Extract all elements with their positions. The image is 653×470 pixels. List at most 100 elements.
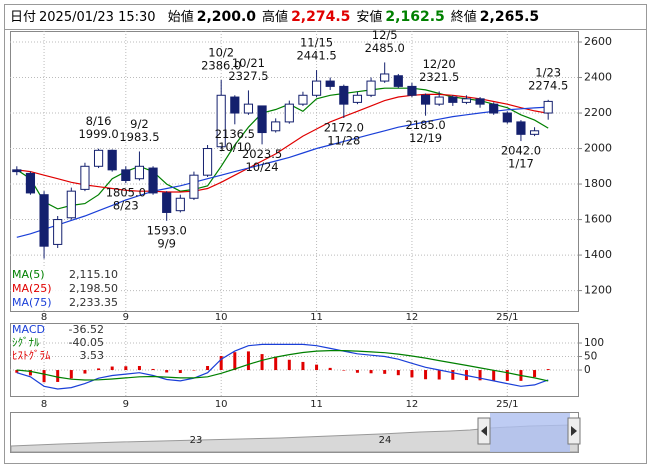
candle-body <box>352 94 363 103</box>
histogram-bar <box>315 364 319 371</box>
candle-body <box>121 169 131 181</box>
legend-value: 2,198.50 <box>69 282 118 295</box>
candle-body <box>271 121 281 132</box>
candle-body <box>202 148 213 176</box>
candle-body <box>148 167 158 194</box>
annotation-price: 2172.0 <box>324 121 364 135</box>
legend-value: 2,115.10 <box>69 268 118 281</box>
line <box>16 106 549 238</box>
candle-body <box>12 169 22 173</box>
quote-value: 2,200.0 <box>196 9 257 25</box>
histogram-bar <box>533 370 537 378</box>
histogram-bar <box>178 370 182 374</box>
x-tick-label: 25/1 <box>496 399 518 410</box>
annotation-price: 2327.5 <box>228 69 268 83</box>
x-tick-label: 11 <box>310 399 323 410</box>
annotation-price: 2136.5 <box>215 127 255 141</box>
annotation-price: 1983.5 <box>119 130 159 144</box>
histogram-bar <box>28 370 32 376</box>
x-tick-label: 8 <box>41 399 47 410</box>
legend-label: MA(5) <box>12 268 45 281</box>
annotation-date: 10/21 <box>232 56 265 70</box>
y-tick-label: 1200 <box>584 284 612 297</box>
histogram-bar <box>287 359 291 371</box>
histogram-bar <box>383 370 387 374</box>
quote-label: 終値 <box>450 10 477 25</box>
candle-body <box>434 96 444 105</box>
histogram-bar <box>206 365 210 371</box>
x-tick-label: 9 <box>123 399 129 410</box>
quote-label: 始値 <box>167 10 194 25</box>
histogram-bar <box>110 366 114 371</box>
annotation-date: 11/28 <box>327 134 360 148</box>
y-tick-label: 2200 <box>584 106 612 119</box>
annotation-price: 2485.0 <box>365 41 405 55</box>
candle-body <box>243 103 254 114</box>
y-tick-label: 2600 <box>584 35 612 48</box>
candle-body <box>216 94 226 148</box>
navigator-year-label: 23 <box>190 435 203 446</box>
arrow-left <box>481 426 487 436</box>
annotation-date: 12/19 <box>409 131 442 145</box>
candle-body <box>284 103 294 123</box>
annotation-price: 2441.5 <box>296 49 336 63</box>
histogram-bar <box>451 370 455 380</box>
y-tick-label: 1400 <box>584 248 612 261</box>
histogram-bar <box>219 355 223 371</box>
histogram-bar <box>165 370 169 373</box>
legend-label: ﾋｽﾄｸﾞﾗﾑ <box>12 349 51 362</box>
candle-body <box>107 149 117 171</box>
candle-body <box>393 75 403 87</box>
histogram-bar <box>124 366 128 371</box>
navigator-selection[interactable] <box>490 413 570 452</box>
histogram-bar <box>301 361 305 371</box>
candle-body <box>366 80 376 96</box>
x-tick-label: 10 <box>215 399 228 410</box>
histogram-bar <box>151 368 155 371</box>
annotation-date: 1/23 <box>535 65 561 79</box>
quote-label: 安値 <box>356 10 383 25</box>
candle-body <box>53 219 63 245</box>
legend-value: 3.53 <box>80 349 105 362</box>
legend-label: ｼｸﾞﾅﾙ <box>12 336 40 349</box>
annotation-price: 1593.0 <box>147 223 187 237</box>
candle-body <box>175 197 185 212</box>
annotation-date: 9/9 <box>157 236 176 250</box>
navigator[interactable]: 23 24 <box>10 412 581 453</box>
annotation-price: 2185.0 <box>405 118 445 132</box>
histogram-bar <box>15 370 19 373</box>
candle-body <box>298 94 308 105</box>
y-tick-label: 50 <box>584 351 597 363</box>
candle-body <box>25 172 36 194</box>
legend-label: MA(75) <box>12 296 52 309</box>
line <box>16 343 549 390</box>
histogram-bar <box>342 370 346 371</box>
candle-body <box>407 85 417 96</box>
annotation-price: 2321.5 <box>419 70 459 84</box>
date-label: 日付 <box>10 10 37 25</box>
candle-body <box>461 98 472 103</box>
histogram-bar <box>505 370 509 381</box>
histogram-bar <box>274 357 278 371</box>
annotation-date: 8/16 <box>86 114 112 128</box>
histogram-bar <box>69 370 73 379</box>
annotation-date: 10/10 <box>218 140 251 154</box>
y-tick-label: 100 <box>584 337 604 349</box>
histogram-bar <box>56 370 60 382</box>
annotation-date: 12/20 <box>423 57 456 71</box>
histogram-bar <box>355 370 359 373</box>
quote-label: 高値 <box>262 10 289 25</box>
y-tick-label: 0 <box>584 364 591 376</box>
histogram-bar <box>233 352 237 371</box>
candle-body <box>80 165 90 190</box>
navigator-year-label: 24 <box>379 435 392 446</box>
candle-body <box>502 112 512 123</box>
legend-value: 2,233.35 <box>69 296 118 309</box>
annotation-date: 10/24 <box>245 160 278 174</box>
histogram-bar <box>97 368 101 371</box>
price-panel <box>10 31 579 312</box>
candle-body <box>39 194 49 247</box>
histogram-bar <box>246 351 250 371</box>
